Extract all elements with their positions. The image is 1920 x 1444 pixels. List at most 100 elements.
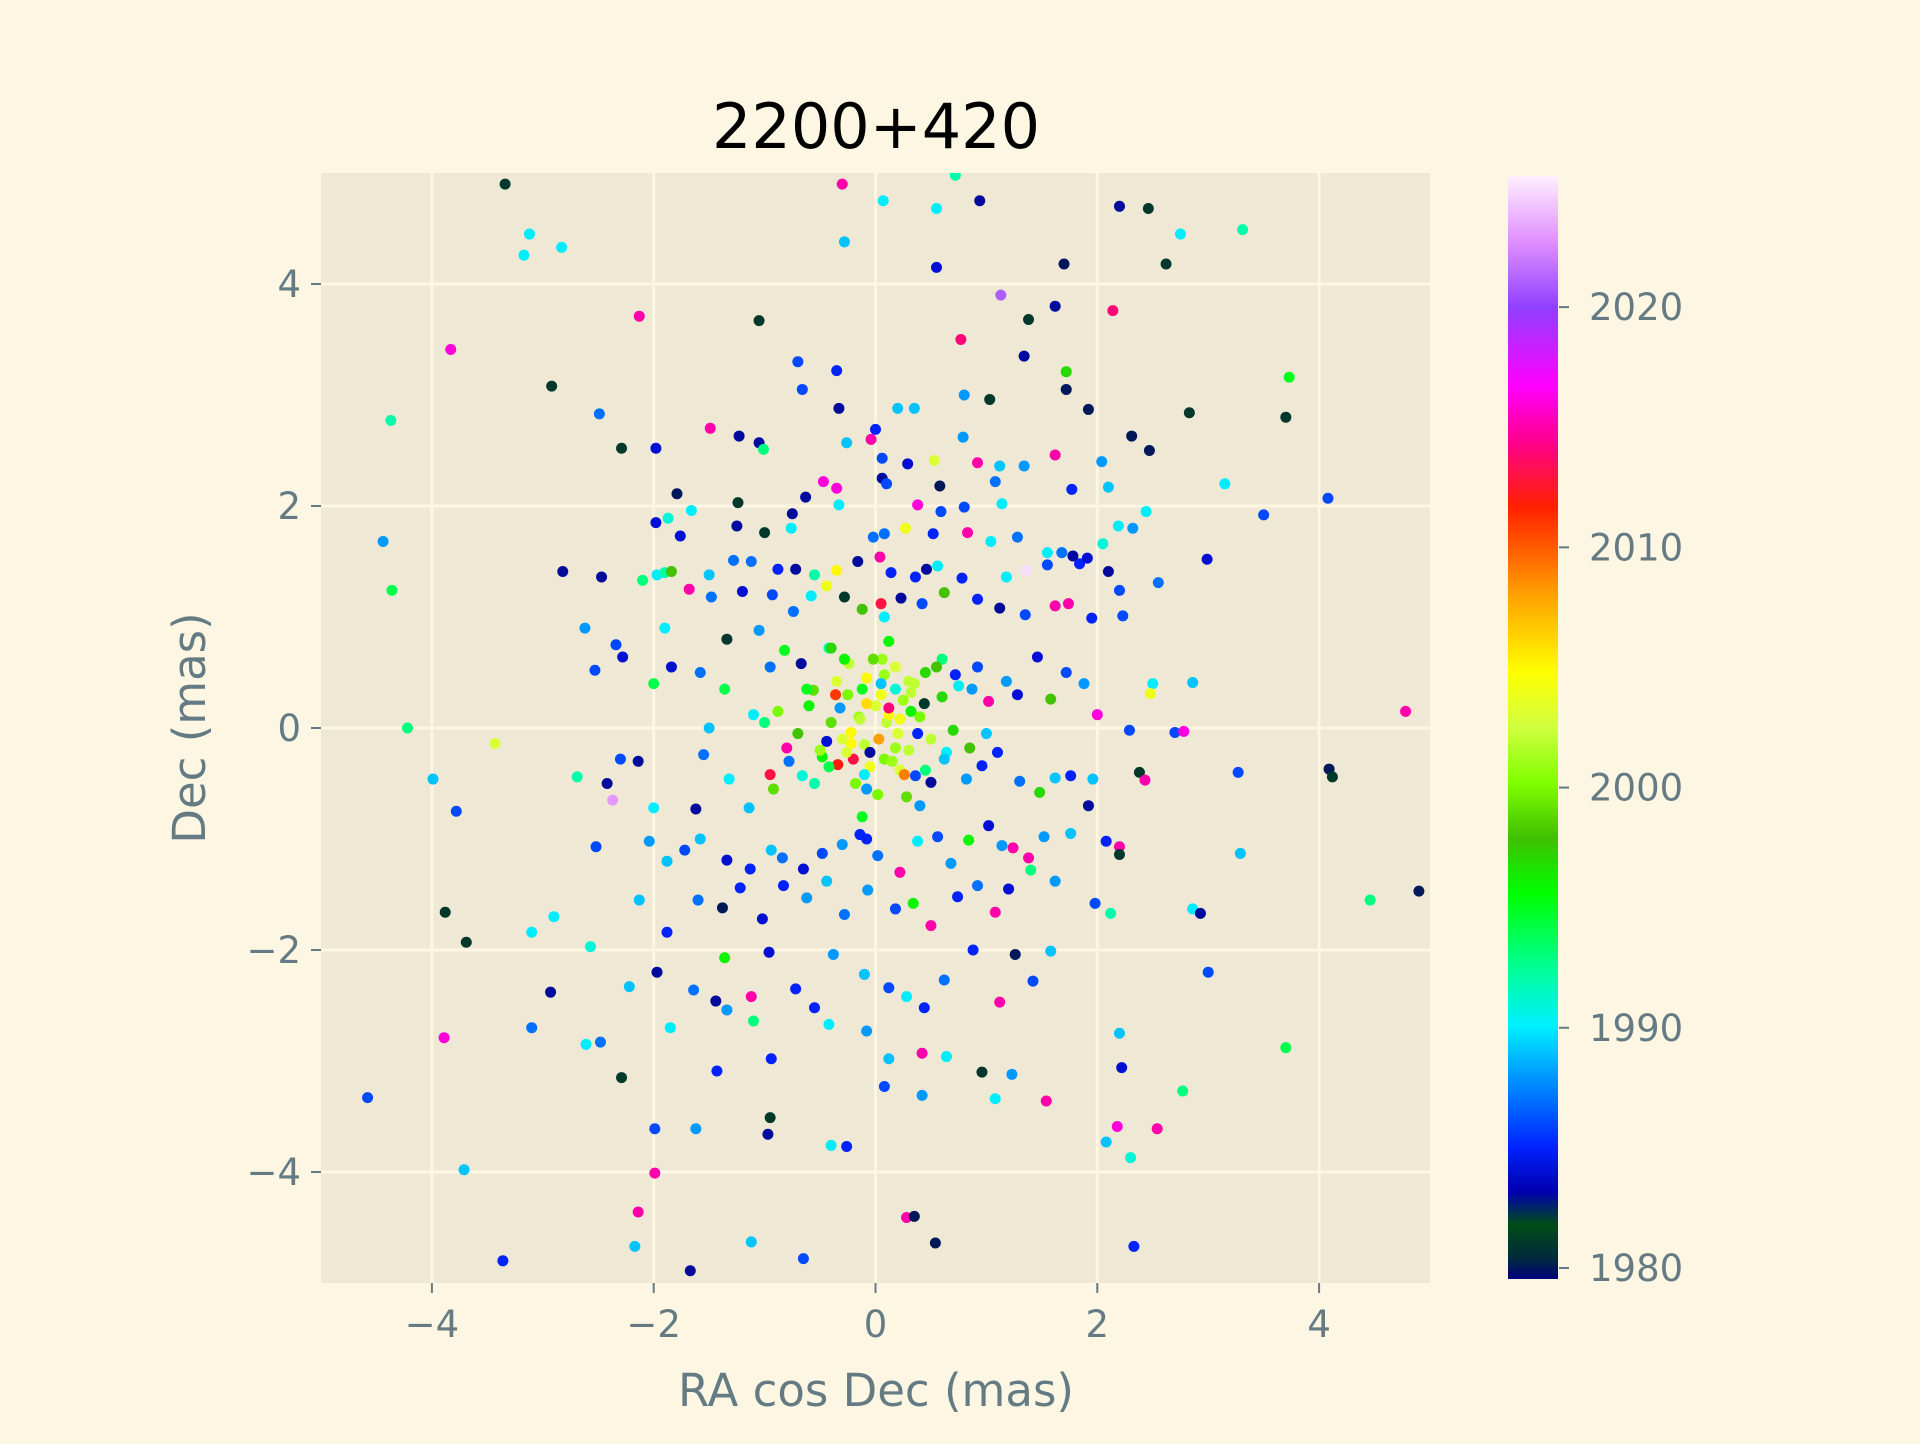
data-point — [885, 567, 897, 579]
data-point — [886, 755, 898, 767]
data-point — [650, 517, 662, 529]
data-point — [1040, 1095, 1052, 1107]
data-point — [719, 952, 731, 964]
data-point — [764, 769, 776, 781]
x-axis-label: RA cos Dec (mas) — [678, 1364, 1074, 1417]
data-point — [617, 651, 629, 663]
data-point — [1003, 883, 1015, 895]
data-point — [610, 639, 622, 651]
data-point — [458, 1164, 470, 1176]
data-point — [883, 1053, 895, 1065]
data-point — [883, 635, 895, 647]
data-point — [1081, 552, 1093, 564]
data-point — [1100, 1136, 1112, 1148]
colorbar-tick-label: 2010 — [1589, 526, 1683, 569]
data-point — [661, 926, 673, 938]
data-point — [1145, 688, 1157, 700]
data-point — [1177, 1085, 1189, 1097]
data-point — [861, 672, 873, 684]
data-point — [1322, 492, 1334, 504]
data-point — [983, 820, 995, 832]
data-point — [852, 556, 864, 567]
data-point — [1113, 849, 1125, 861]
data-point — [1097, 538, 1109, 550]
data-point — [1113, 841, 1125, 853]
data-point — [940, 1051, 952, 1063]
data-point — [526, 926, 538, 938]
data-point — [821, 875, 833, 887]
data-point — [1123, 724, 1135, 736]
data-point — [1128, 1240, 1140, 1252]
data-point — [721, 854, 733, 866]
data-point — [1178, 725, 1190, 737]
data-point — [662, 512, 674, 524]
data-point — [450, 805, 462, 817]
data-point — [962, 527, 974, 539]
data-point — [1201, 553, 1213, 565]
data-point — [916, 1047, 928, 1059]
data-point — [607, 794, 619, 806]
data-point — [952, 891, 964, 903]
data-point — [845, 738, 857, 750]
colorbar-tick-label: 1990 — [1589, 1007, 1683, 1050]
data-point — [927, 528, 939, 540]
data-point — [1147, 678, 1159, 690]
data-point — [659, 622, 671, 634]
data-point — [1000, 571, 1012, 583]
data-point — [1280, 1042, 1292, 1054]
data-point — [816, 847, 828, 859]
data-point — [1006, 1068, 1018, 1080]
data-point — [685, 504, 697, 516]
data-point — [845, 726, 857, 738]
data-point — [878, 528, 890, 540]
data-point — [909, 770, 921, 782]
data-point — [732, 497, 744, 509]
data-point — [861, 698, 873, 710]
colorbar-ticks: 1980 1990 2000 2010 2020 — [1559, 286, 1683, 1290]
data-point — [783, 755, 795, 767]
data-point — [1113, 200, 1125, 212]
data-point — [698, 749, 710, 761]
data-point — [1060, 383, 1072, 395]
data-point — [905, 705, 917, 717]
data-point — [895, 592, 907, 604]
data-point — [1283, 371, 1295, 383]
data-point — [736, 585, 748, 597]
data-point — [814, 744, 826, 756]
data-point — [1133, 766, 1145, 778]
data-point — [947, 724, 959, 736]
data-point — [930, 661, 942, 673]
data-point — [889, 683, 901, 695]
data-point — [671, 488, 683, 500]
data-point — [649, 1167, 661, 1179]
data-point — [821, 735, 833, 747]
data-point — [912, 499, 924, 511]
data-point — [823, 761, 835, 773]
data-point — [875, 598, 887, 610]
data-point — [753, 315, 765, 327]
data-point — [594, 1036, 606, 1048]
y-tick-label: 4 — [277, 263, 301, 306]
data-point — [980, 728, 992, 740]
y-tick-label: 0 — [277, 707, 301, 750]
data-point — [580, 1038, 592, 1050]
data-point — [1019, 609, 1031, 621]
data-point — [953, 680, 965, 692]
data-point — [838, 653, 850, 665]
data-point — [872, 850, 884, 862]
data-point — [571, 771, 583, 783]
chart-title: 2200+420 — [712, 90, 1040, 163]
data-point — [976, 760, 988, 772]
data-point — [892, 728, 904, 740]
x-tick-label: 0 — [864, 1303, 888, 1346]
data-point — [809, 1002, 821, 1014]
data-point — [1174, 228, 1186, 240]
data-point — [593, 408, 605, 420]
data-point — [1056, 547, 1068, 559]
data-point — [757, 443, 769, 455]
data-point — [867, 653, 879, 665]
data-point — [1142, 203, 1154, 215]
data-point — [772, 563, 784, 575]
data-point — [841, 746, 853, 758]
data-point — [985, 536, 997, 548]
